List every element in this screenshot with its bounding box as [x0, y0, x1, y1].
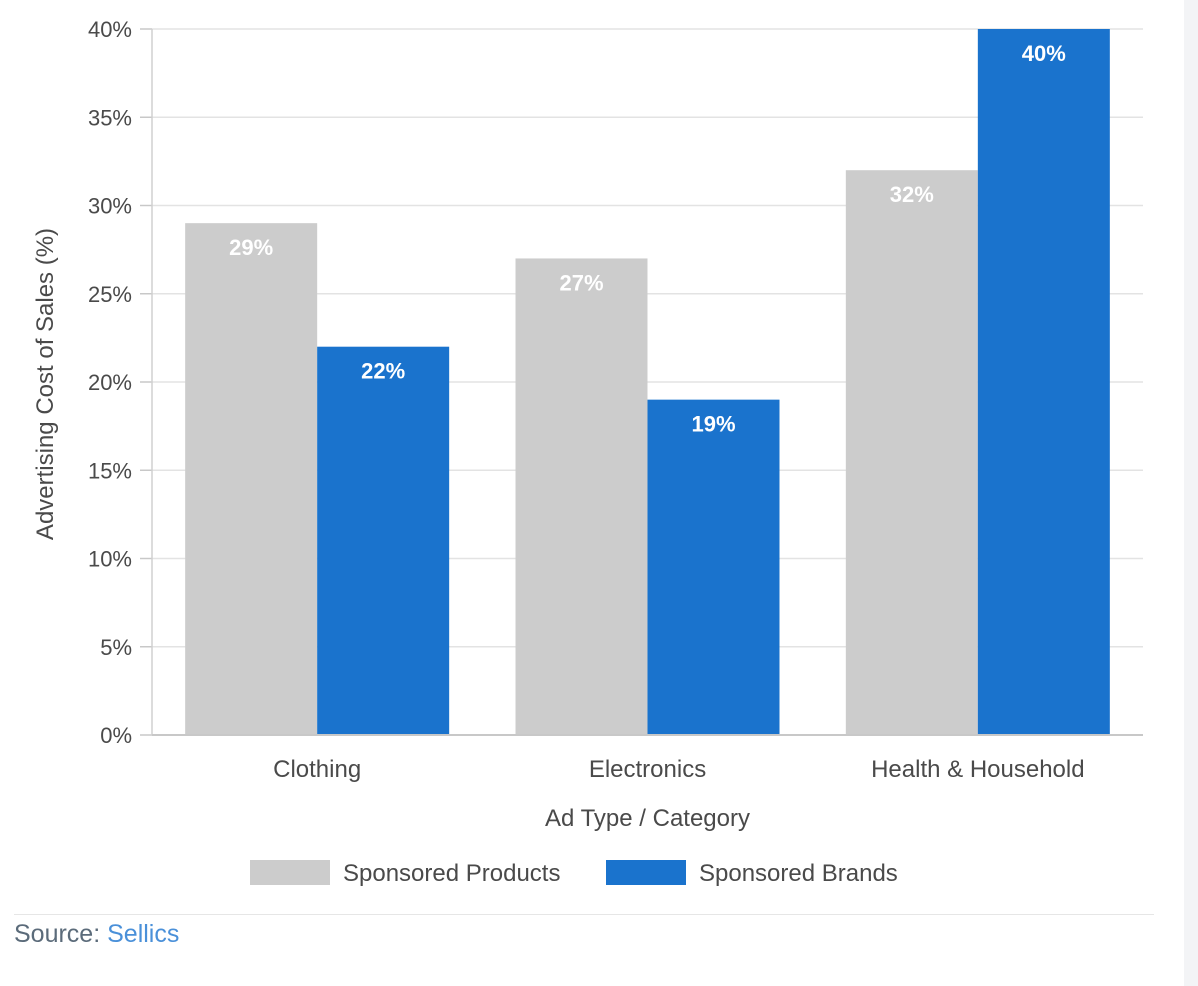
- y-tick-label: 0%: [100, 723, 132, 748]
- bar-data-label: 19%: [691, 412, 735, 437]
- y-tick-label: 10%: [88, 547, 132, 572]
- legend-swatch: [250, 860, 330, 885]
- legend-label: Sponsored Products: [343, 860, 560, 887]
- x-tick-label: Clothing: [273, 756, 361, 783]
- bar: [845, 170, 978, 735]
- y-tick-label: 25%: [88, 282, 132, 307]
- x-tick-label: Electronics: [589, 756, 706, 783]
- bar-chart: 0% 5% 10% 15% 20% 25% 30% 35% 40% 29% 22% Clothing 2…: [32, 17, 1143, 887]
- y-tick-label: 30%: [88, 194, 132, 219]
- y-tick-label: 20%: [88, 370, 132, 395]
- bar-data-label: 29%: [229, 235, 273, 260]
- y-tick-label: 35%: [88, 105, 132, 130]
- source-prefix: Source:: [14, 920, 108, 948]
- bar: [185, 223, 318, 735]
- y-tick-label: 40%: [88, 17, 132, 42]
- x-tick-label: Health & Household: [871, 756, 1084, 783]
- source-line: Source: Sellics: [14, 920, 179, 949]
- y-tick-label: 5%: [100, 635, 132, 660]
- bar: [515, 258, 648, 735]
- source-divider: [14, 914, 1154, 915]
- bar-data-label: 27%: [559, 270, 603, 295]
- bar-data-label: 22%: [361, 359, 405, 384]
- bar: [317, 346, 450, 735]
- y-axis-title: Advertising Cost of Sales (%): [32, 228, 59, 540]
- source-link[interactable]: Sellics: [107, 920, 180, 948]
- y-tick-label: 15%: [88, 458, 132, 483]
- legend-swatch: [606, 860, 686, 885]
- bar: [647, 399, 780, 735]
- bar: [977, 29, 1110, 735]
- bar-data-label: 40%: [1022, 41, 1066, 66]
- legend-label: Sponsored Brands: [699, 860, 898, 887]
- bar-data-label: 32%: [890, 182, 934, 207]
- x-axis-title: Ad Type / Category: [545, 805, 750, 832]
- page-edge: [1184, 0, 1198, 986]
